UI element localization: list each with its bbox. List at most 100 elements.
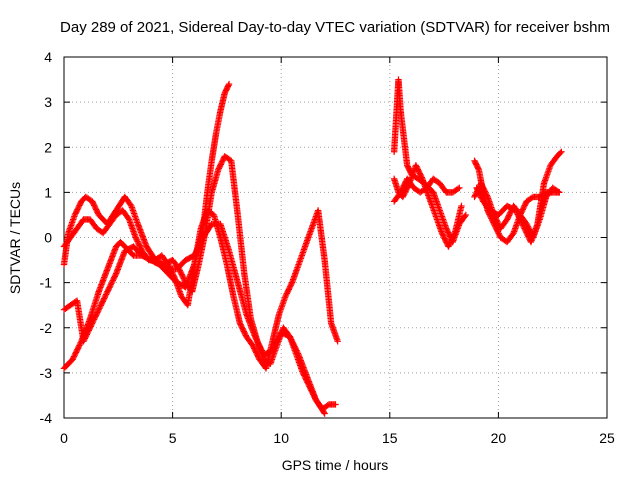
- data-point: [76, 342, 83, 349]
- x-axis-label: GPS time / hours: [282, 457, 389, 473]
- data-point: [112, 271, 119, 279]
- data-point: [334, 338, 341, 345]
- data-point: [451, 231, 458, 238]
- series-track-7: [390, 175, 463, 205]
- data-point: [513, 208, 520, 216]
- data-point: [86, 324, 94, 331]
- data-point: [269, 345, 277, 353]
- data-point: [509, 231, 516, 238]
- data-point: [515, 214, 523, 221]
- data-point: [257, 344, 264, 352]
- data-point: [92, 312, 100, 319]
- data-point: [286, 333, 294, 340]
- data-point: [196, 241, 203, 248]
- data-point: [554, 188, 562, 195]
- series-track-4: [60, 220, 328, 417]
- data-point: [197, 238, 205, 245]
- data-point: [88, 321, 95, 329]
- x-tick-label: 15: [382, 430, 398, 446]
- plot-frame: [63, 56, 608, 419]
- data-point: [320, 409, 328, 416]
- data-point: [104, 288, 111, 295]
- data-point: [513, 210, 521, 217]
- data-point: [456, 184, 463, 192]
- data-point: [96, 303, 104, 311]
- data-point: [110, 274, 118, 281]
- data-point: [69, 356, 76, 363]
- chart-grid: [64, 57, 607, 418]
- data-point: [107, 281, 114, 288]
- data-point: [108, 278, 116, 286]
- data-point: [252, 334, 260, 342]
- x-tick-label: 0: [60, 430, 68, 446]
- data-point: [269, 347, 276, 354]
- y-axis-label: SDTVAR / TECUs: [7, 182, 23, 294]
- data-point: [125, 214, 132, 222]
- data-point: [514, 211, 521, 218]
- data-point: [273, 338, 280, 346]
- data-point: [104, 287, 112, 294]
- y-tick-labels: -4 -3 -2 -1 0 1 2 3 4: [40, 49, 53, 426]
- data-point: [272, 340, 280, 347]
- x-tick-label: 25: [599, 430, 615, 446]
- data-point: [461, 213, 469, 220]
- data-point: [91, 314, 98, 322]
- data-point: [94, 307, 102, 315]
- data-point: [418, 174, 425, 181]
- data-point: [195, 244, 202, 251]
- data-point: [73, 347, 80, 355]
- data-point: [191, 250, 199, 258]
- data-point: [294, 348, 301, 356]
- data-point: [290, 341, 298, 349]
- data-point: [191, 252, 198, 259]
- data-point: [557, 149, 564, 157]
- data-point: [518, 219, 525, 227]
- data-point: [273, 337, 281, 344]
- data-point: [458, 202, 465, 210]
- data-point: [70, 354, 77, 362]
- y-tick-label: -3: [40, 365, 53, 381]
- data-point: [519, 222, 527, 229]
- data-point: [256, 343, 264, 350]
- data-point: [253, 337, 261, 345]
- data-point: [75, 343, 82, 351]
- data-point: [93, 310, 100, 318]
- y-tick-label: 4: [44, 49, 52, 65]
- data-point: [289, 339, 296, 346]
- data-point: [109, 277, 116, 284]
- data-point: [195, 242, 203, 250]
- data-point: [100, 296, 107, 304]
- data-point: [95, 306, 102, 313]
- data-point: [294, 350, 302, 357]
- data-point: [101, 294, 108, 301]
- series-track-5: [390, 76, 470, 246]
- series-track-6: [390, 162, 465, 250]
- data-point: [288, 280, 295, 288]
- data-point: [102, 292, 109, 300]
- data-point: [255, 340, 262, 347]
- y-tick-label: 1: [44, 184, 52, 200]
- data-point: [98, 299, 106, 306]
- series-track-10: [473, 148, 565, 246]
- data-point: [520, 223, 527, 231]
- data-point: [558, 148, 565, 155]
- y-tick-label: -1: [40, 275, 53, 291]
- data-point: [86, 325, 93, 333]
- data-series: [60, 76, 565, 417]
- data-point: [257, 346, 265, 353]
- data-point: [106, 284, 113, 291]
- data-point: [71, 351, 78, 359]
- data-point: [111, 273, 118, 280]
- data-point: [290, 340, 297, 347]
- data-point: [251, 333, 259, 340]
- data-point: [76, 340, 84, 348]
- data-point: [198, 237, 205, 244]
- data-point: [74, 346, 81, 353]
- data-point: [106, 282, 114, 290]
- data-point: [288, 336, 295, 343]
- data-point: [94, 309, 101, 316]
- y-tick-label: 0: [44, 230, 52, 246]
- data-point: [516, 215, 523, 222]
- data-point: [74, 345, 82, 352]
- data-point: [108, 280, 115, 287]
